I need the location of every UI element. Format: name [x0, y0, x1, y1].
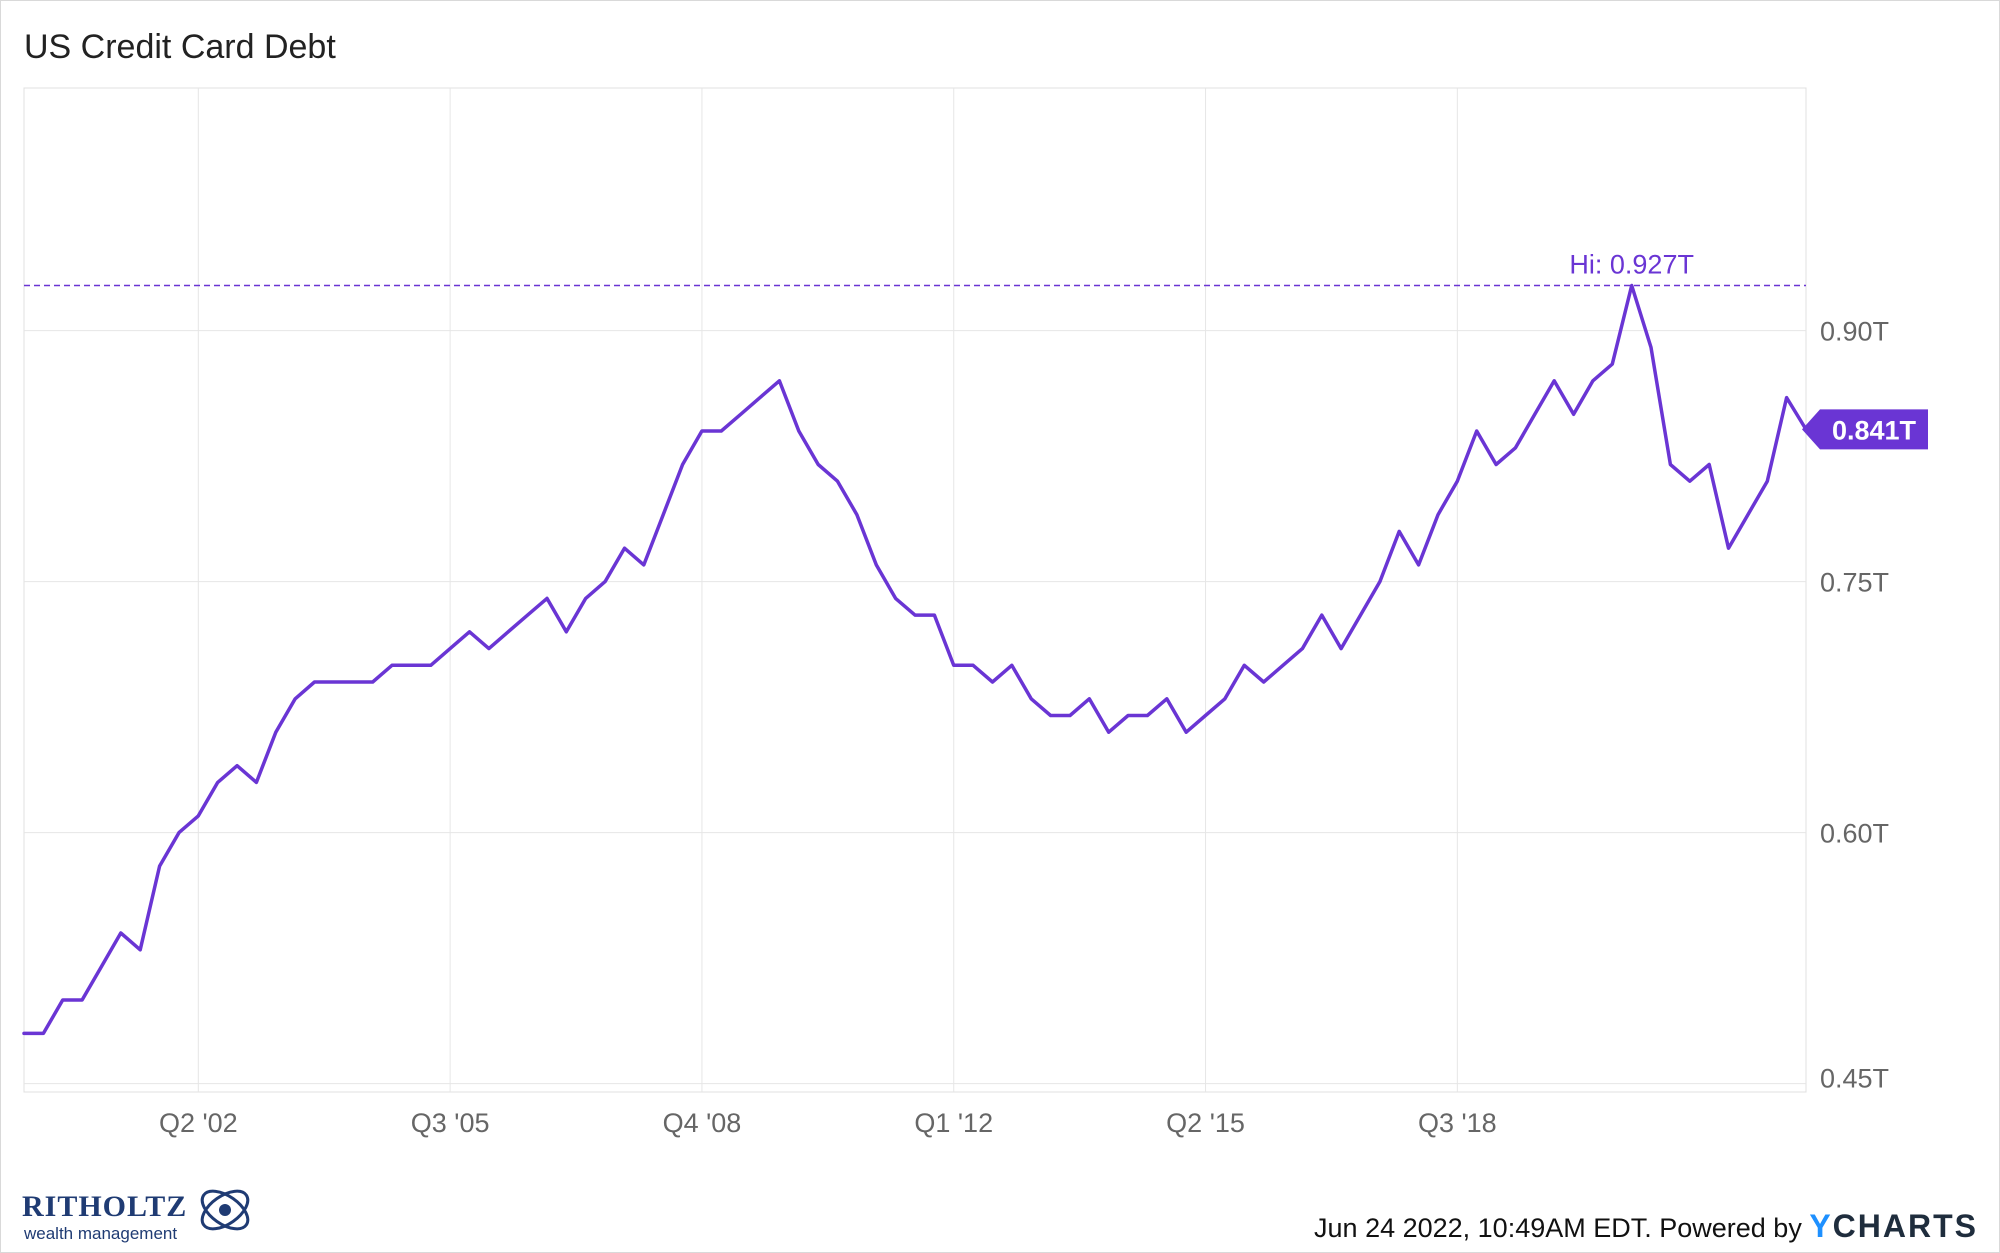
x-tick-label: Q2 '02 — [159, 1108, 238, 1138]
y-tick-label: 0.75T — [1820, 568, 1889, 598]
ritholtz-logo: RITHOLTZ wealth management — [22, 1180, 262, 1243]
x-tick-label: Q1 '12 — [914, 1108, 993, 1138]
x-tick-label: Q3 '05 — [411, 1108, 490, 1138]
footer-timestamp: Jun 24 2022, 10:49AM EDT. Powered by — [1314, 1213, 1810, 1243]
ycharts-logo-y: Y — [1809, 1208, 1833, 1244]
y-tick-label: 0.45T — [1820, 1064, 1889, 1094]
last-value-label: 0.841T — [1832, 415, 1917, 445]
last-value-flag — [1802, 409, 1928, 450]
y-tick-label: 0.90T — [1820, 317, 1889, 347]
ycharts-logo: YCHARTS — [1809, 1208, 1978, 1244]
ycharts-logo-rest: CHARTS — [1832, 1208, 1978, 1244]
grid-lines — [24, 88, 1806, 1092]
x-tick-label: Q2 '15 — [1166, 1108, 1245, 1138]
logo-emblem-icon — [200, 1189, 250, 1231]
series-layer — [22, 283, 1808, 1036]
footer-credit: Jun 24 2022, 10:49AM EDT. Powered by YCH… — [1314, 1208, 1978, 1245]
chart-title: US Credit Card Debt — [24, 28, 336, 66]
x-tick-label: Q4 '08 — [663, 1108, 742, 1138]
plot-area — [23, 87, 1807, 1093]
series-line — [22, 283, 1808, 1036]
y-tick-label: 0.60T — [1820, 819, 1889, 849]
annotations: Hi: 0.927T 0.841T — [24, 249, 1928, 450]
high-label: Hi: 0.927T — [1569, 249, 1694, 279]
x-tick-label: Q3 '18 — [1418, 1108, 1497, 1138]
axis-labels: 0.45T 0.60T 0.75T 0.90T Q2 '02 Q3 '05 Q4 '08 Q1… — [159, 317, 1889, 1138]
logo-name: RITHOLTZ — [22, 1190, 188, 1223]
logo-subtitle: wealth management — [24, 1224, 178, 1243]
